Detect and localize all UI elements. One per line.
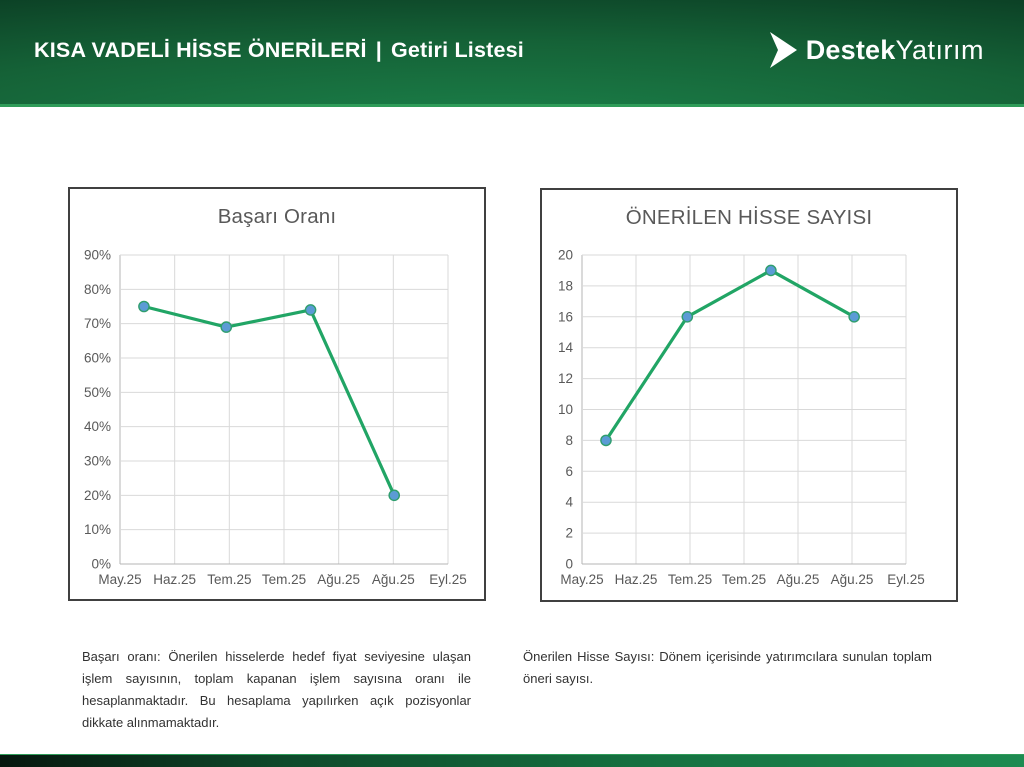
x-tick-label: Tem.25 [722, 572, 766, 587]
y-tick-label: 60% [84, 351, 111, 366]
y-tick-label: 40% [84, 419, 111, 434]
x-tick-label: Tem.25 [262, 572, 306, 587]
y-tick-label: 2 [565, 526, 573, 541]
y-tick-label: 18 [558, 278, 573, 293]
y-tick-label: 10% [84, 522, 111, 537]
data-point-marker [220, 321, 233, 333]
brand-name-bold: Destek [805, 34, 896, 65]
x-tick-label: Haz.25 [615, 572, 658, 587]
y-tick-label: 4 [565, 495, 573, 510]
y-tick-label: 90% [84, 248, 111, 263]
y-tick-label: 20 [558, 248, 573, 263]
y-tick-label: 16 [558, 309, 573, 324]
y-tick-label: 30% [84, 454, 111, 469]
y-tick-label: 10 [558, 402, 573, 417]
series-line [142, 304, 396, 497]
y-tick-label: 0 [565, 557, 573, 572]
footnote-basari-orani: Başarı oranı: Önerilen hisselerde hedef … [82, 649, 471, 730]
header-bar: KISA VADELİ HİSSE ÖNERİLERİ | Getiri Liste… [0, 0, 1024, 107]
page-title: KISA VADELİ HİSSE ÖNERİLERİ | Getiri Liste… [34, 38, 524, 63]
x-tick-label: Ağu.25 [317, 572, 360, 587]
x-tick-label: May.25 [98, 572, 141, 587]
data-point-marker [765, 264, 777, 277]
y-tick-label: 80% [84, 282, 111, 297]
y-tick-label: 8 [565, 433, 573, 448]
page-title-main: KISA VADELİ HİSSE ÖNERİLERİ [34, 37, 367, 62]
destek-chevron-icon [769, 32, 797, 68]
x-tick-label: Ağu.25 [831, 572, 874, 587]
page-title-sub: Getiri Listesi [390, 37, 524, 62]
data-point-marker [388, 489, 401, 502]
chart-card-basari-orani: May.25 Haz.25 Tem.25 Tem.25 Ağu.25 Ağu.25 Eyl.… [68, 187, 486, 601]
x-tick-label: Ağu.25 [777, 572, 820, 587]
data-point-marker [138, 300, 150, 313]
data-point-marker [600, 434, 612, 447]
chart-canvas-basari-orani: May.25 Haz.25 Tem.25 Tem.25 Ağu.25 Ağu.25 Eyl.… [84, 248, 467, 588]
y-tick-label: 6 [565, 464, 573, 479]
brand-logo: Destek Yatırım [769, 32, 984, 68]
y-tick-label: 70% [84, 316, 111, 331]
title-separator: | [375, 37, 382, 62]
chart-canvas-onerilen-hisse-sayisi: May.25 Haz.25 Tem.25 Tem.25 Ağu.25 Ağu.25 Eyl.… [558, 248, 925, 588]
chart-card-onerilen-hisse-sayisi: May.25 Haz.25 Tem.25 Tem.25 Ağu.25 Ağu.25 Eyl.… [540, 188, 958, 602]
data-point-marker [848, 311, 860, 323]
x-tick-label: May.25 [560, 572, 603, 587]
chart-title-basari-orani: Başarı Oranı [217, 205, 337, 228]
y-tick-label: 12 [558, 371, 573, 386]
x-tick-label: Eyl.25 [429, 572, 467, 587]
x-tick-label: Haz.25 [153, 572, 196, 587]
x-tick-label: Ağu.25 [372, 572, 415, 587]
y-tick-label: 50% [84, 385, 111, 400]
x-tick-label: Eyl.25 [887, 572, 925, 587]
footer-bar [0, 754, 1024, 767]
footnote-onerilen-hisse-sayisi: Önerilen Hisse Sayısı: Dönem içerisinde … [523, 649, 932, 686]
x-tick-label: Tem.25 [207, 572, 251, 587]
data-point-marker [304, 304, 317, 316]
chart-title-onerilen-hisse-sayisi: ÖNERİLEN HİSSE SAYISI [625, 206, 873, 229]
brand-name-light: Yatırım [895, 34, 984, 65]
series-line [604, 268, 856, 442]
y-tick-label: 0% [91, 557, 111, 572]
x-tick-label: Tem.25 [668, 572, 712, 587]
y-tick-label: 20% [84, 488, 111, 503]
data-point-marker [681, 311, 694, 323]
y-tick-label: 14 [558, 340, 574, 355]
